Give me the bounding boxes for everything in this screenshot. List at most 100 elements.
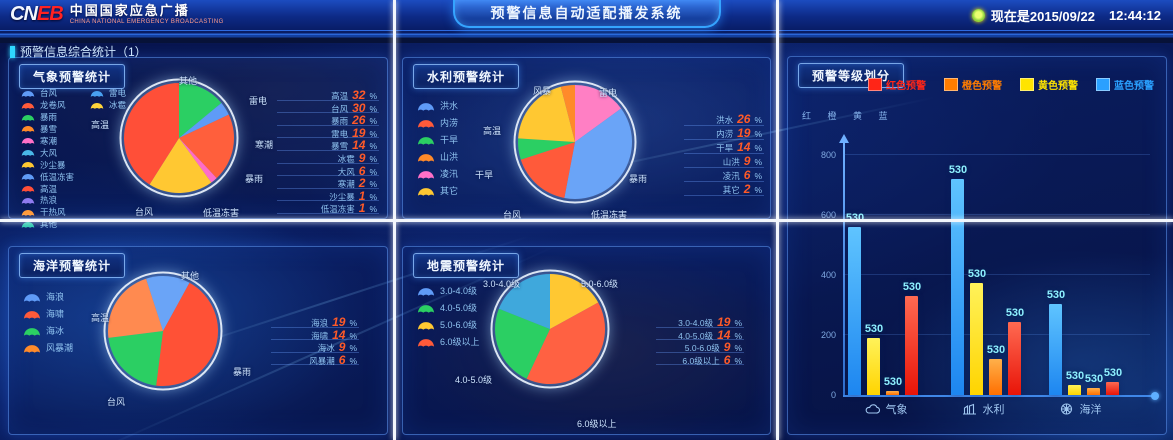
- canopy-shape: [23, 345, 41, 353]
- stat-label: 6.0级以上: [682, 355, 720, 366]
- legend-item[interactable]: 3.0-4.0级: [417, 286, 480, 297]
- legend-item[interactable]: 雷电: [90, 88, 126, 98]
- stat-row: 暴雨 26%: [277, 113, 379, 127]
- legend-column: 3.0-4.0级 4.0-5.0级 5.0-6.0级 6.0级以上: [417, 286, 480, 348]
- legend-item[interactable]: 山洪: [417, 152, 458, 163]
- pie-slice: [526, 302, 606, 385]
- legend-item[interactable]: 冰雹: [90, 100, 126, 110]
- stat-row: 寒潮 2%: [277, 176, 379, 190]
- stat-row: 6.0级以上 6%: [656, 353, 744, 367]
- pie-chart: [510, 77, 640, 212]
- y-axis-label: 600: [820, 210, 836, 220]
- legend-item[interactable]: 暴雨: [21, 112, 74, 122]
- legend-item[interactable]: 海浪: [23, 292, 73, 303]
- warning-type-icon: [417, 154, 435, 162]
- y-axis-label: 0: [830, 390, 836, 400]
- warning-type-icon: [23, 294, 41, 302]
- legend-item[interactable]: 高温: [21, 184, 74, 194]
- canopy-shape: [90, 102, 104, 109]
- bar-legend-item[interactable]: 红色预警: [868, 77, 926, 92]
- y-axis-label: 400: [820, 270, 836, 280]
- legend-label: 其他: [40, 219, 58, 230]
- legend-item[interactable]: 其它: [417, 186, 458, 197]
- pie-slice: [179, 83, 222, 138]
- stat-label: 其它: [722, 185, 740, 195]
- legend-item[interactable]: 洪水: [417, 101, 459, 112]
- stat-label: 4.0-5.0级: [678, 330, 714, 341]
- bar-value-label: 530: [967, 267, 987, 280]
- canopy-shape: [417, 288, 435, 296]
- pie-label: 高温: [483, 126, 502, 136]
- legend-label: 海冰: [46, 326, 65, 337]
- legend-item[interactable]: 暴雪: [21, 123, 74, 134]
- stat-value: 9: [723, 340, 731, 354]
- stat-label: 冰雹: [337, 153, 355, 164]
- warning-type-icon: [417, 188, 435, 196]
- legend-item[interactable]: 海冰: [23, 326, 73, 337]
- stat-unit: %: [369, 191, 377, 202]
- legend-item[interactable]: 低温冻害: [21, 172, 74, 182]
- stat-row: 低温冻害 1%: [277, 201, 379, 215]
- legend-label: 洪水: [440, 101, 459, 112]
- legend-item[interactable]: 海啸: [23, 309, 73, 320]
- legend-item[interactable]: 5.0-6.0级: [417, 320, 480, 331]
- stat-row: 其它 2%: [684, 182, 764, 196]
- pie-slice: [560, 85, 575, 142]
- stat-unit: %: [369, 141, 377, 152]
- stat-label: 干旱: [716, 143, 734, 153]
- legend-item[interactable]: 大风: [21, 148, 74, 158]
- stat-row: 暴雪 14%: [277, 138, 379, 152]
- bar-value-label: 530: [845, 212, 865, 224]
- pie-slice: [146, 275, 190, 331]
- legend-swatch: [1096, 78, 1110, 91]
- panel-water-warnings: 水利预警统计 洪水 内涝 干旱 山洪 凌汛 其它 风暴 雷电 暴雨 低温冻害 台风 干旱 高温 洪水 2…: [402, 57, 771, 220]
- legend-item[interactable]: 4.0-5.0级: [417, 303, 480, 314]
- stat-label: 海浪: [311, 318, 329, 328]
- canopy-shape: [417, 322, 435, 330]
- legend-item[interactable]: 6.0级以上: [417, 337, 480, 348]
- canopy-shape: [21, 102, 35, 109]
- legend-label: 5.0-6.0级: [440, 320, 478, 331]
- legend-item[interactable]: 干热风: [21, 208, 74, 217]
- axis-note: 红 橙 黄 蓝: [802, 111, 895, 121]
- canopy-shape: [23, 294, 41, 302]
- stat-unit: %: [349, 355, 357, 366]
- stat-label: 海冰: [317, 343, 335, 353]
- legend-item[interactable]: 其他: [21, 219, 74, 230]
- panel-earthquake-warnings: 地震预警统计 3.0-4.0级 4.0-5.0级 5.0-6.0级 6.0级以上 5.…: [402, 246, 771, 435]
- warning-type-icon: [417, 120, 435, 128]
- legend-label: 红色预警: [886, 81, 926, 92]
- stat-label: 沙尘暴: [329, 191, 355, 202]
- stat-row: 海浪 19%: [271, 315, 359, 329]
- stat-row: 海冰 9%: [271, 340, 359, 354]
- y-axis-label: 800: [820, 150, 836, 160]
- system-title-tab: 预警信息自动适配播发系统: [452, 0, 721, 28]
- bar-legend-item[interactable]: 蓝色预警: [1096, 77, 1154, 92]
- canopy-shape: [417, 103, 435, 111]
- legend-item[interactable]: 寒潮: [21, 136, 74, 146]
- canopy-shape: [417, 188, 435, 196]
- bar-legend-item[interactable]: 橙色预警: [944, 77, 1002, 92]
- legend-item[interactable]: 沙尘暴: [21, 160, 74, 170]
- legend-item[interactable]: 干旱: [417, 135, 458, 146]
- legend-item[interactable]: 龙卷风: [21, 100, 74, 110]
- stat-value: 14: [717, 327, 731, 342]
- warning-type-icon: [21, 210, 35, 216]
- legend-item[interactable]: 风暴潮: [23, 343, 73, 354]
- legend-item[interactable]: 热浪: [21, 196, 74, 205]
- pie-label: 低温冻害: [591, 210, 628, 220]
- legend-item[interactable]: 台风: [21, 88, 74, 98]
- legend-item[interactable]: 内涝: [417, 118, 458, 129]
- legend-label: 黄色预警: [1038, 81, 1078, 92]
- panel-title: 气象预警统计: [19, 64, 126, 89]
- pie-slice: [564, 108, 632, 199]
- bar: [951, 179, 964, 395]
- section-title-text: 预警信息综合统计（1）: [20, 45, 147, 59]
- bar-legend-item[interactable]: 黄色预警: [1020, 77, 1078, 92]
- pie-svg: [103, 271, 223, 391]
- stat-value: 2: [743, 182, 751, 196]
- canopy-shape: [21, 150, 35, 157]
- pie-legend: 洪水内涝干旱山洪凌汛其它: [417, 101, 459, 197]
- legend-item[interactable]: 凌汛: [417, 169, 458, 180]
- legend-label: 暴雪: [40, 123, 58, 134]
